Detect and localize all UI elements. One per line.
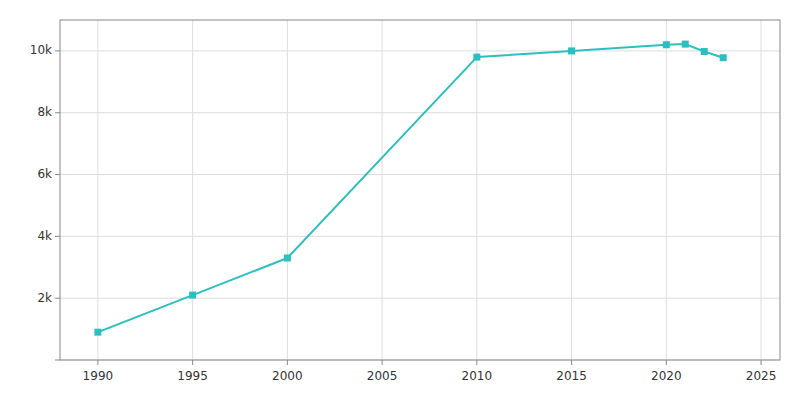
x-tick-label: 2005 [367,369,398,383]
plot-frame [60,20,780,360]
line [98,44,723,332]
chart-container: 2k 4k 6k 8k 10k 1990 1995 2000 2005 2010 2015 2020 2… [0,0,800,400]
x-grid-line [571,20,572,360]
x-tick-label: 1990 [83,369,114,383]
x-tick-label: 2010 [462,369,493,383]
x-grid-line [192,20,193,360]
y-grid-line [60,112,780,113]
x-tick [287,360,288,365]
y-tick [55,298,60,299]
y-tick-label: 10k [30,43,52,57]
marker [568,47,575,54]
x-tick [571,360,572,365]
marker [720,54,727,61]
x-grid-line [97,20,98,360]
y-grid-line [60,50,780,51]
y-grid-line [60,298,780,299]
x-tick-label: 1995 [177,369,208,383]
x-tick [761,360,762,365]
x-tick [476,360,477,365]
x-grid-line [666,20,667,360]
y-tick [55,112,60,113]
y-tick-label: 6k [37,167,52,181]
marker [473,54,480,61]
marker [663,41,670,48]
x-grid-line [382,20,383,360]
marker [189,292,196,299]
x-tick [382,360,383,365]
x-grid-line [287,20,288,360]
y-tick [55,236,60,237]
marker [284,255,291,262]
y-tick-label: 2k [37,291,52,305]
y-grid-line [60,236,780,237]
x-tick-label: 2000 [272,369,303,383]
y-tick-label: 8k [37,105,52,119]
x-grid-line [476,20,477,360]
grid [60,20,780,360]
y-tick [55,50,60,51]
x-tick-label: 2015 [556,369,587,383]
axes: 2k 4k 6k 8k 10k 1990 1995 2000 2005 2010 2015 2020 2… [30,20,780,383]
marker [682,41,689,48]
x-tick [666,360,667,365]
marker [94,329,101,336]
x-grid-line [761,20,762,360]
plot-area [94,41,726,336]
x-tick-label: 2025 [746,369,777,383]
x-tick [97,360,98,365]
chart-svg: 2k 4k 6k 8k 10k 1990 1995 2000 2005 2010 2015 2020 2… [0,0,800,400]
y-tick [55,360,60,361]
marker [701,48,708,55]
x-tick [192,360,193,365]
y-grid-line [60,174,780,175]
y-tick-label: 4k [37,229,52,243]
y-tick [55,174,60,175]
x-tick-label: 2020 [651,369,682,383]
